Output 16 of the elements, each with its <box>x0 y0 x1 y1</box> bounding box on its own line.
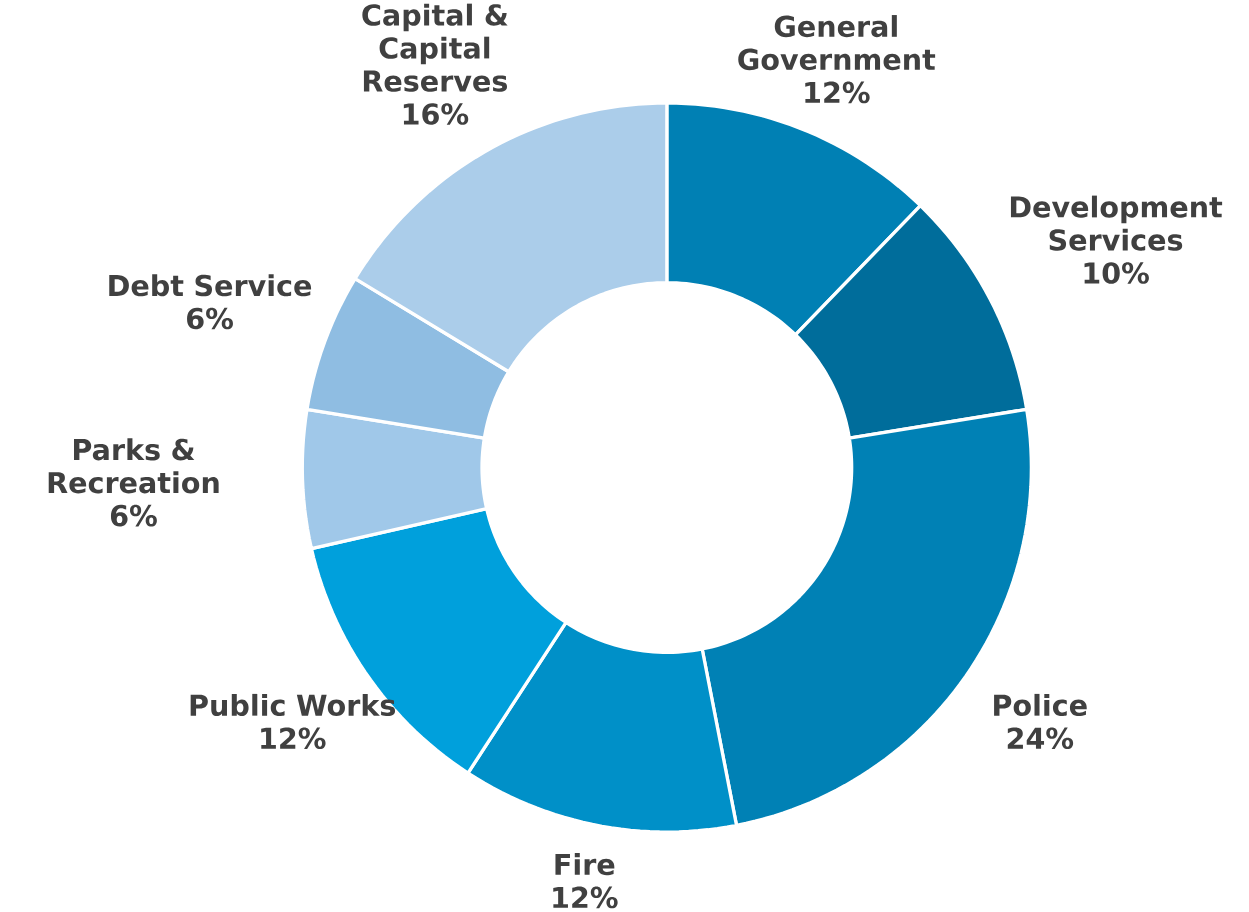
data-label: 12% <box>805 81 870 104</box>
data-label: 12% <box>553 886 618 909</box>
data-label: 16% <box>403 103 469 125</box>
data-label: 12% <box>261 727 326 750</box>
slice-label: Debt Service <box>109 274 312 297</box>
slice-label: Development Services <box>1010 195 1223 251</box>
slice-label: Public Works <box>190 693 396 717</box>
data-label: 6% <box>110 504 157 527</box>
slice-label: General Government <box>738 15 936 71</box>
slice-label: Parks & Recreation <box>48 438 219 494</box>
data-label: 24% <box>1007 727 1074 750</box>
slice-label: Fire <box>555 853 615 876</box>
data-label: 10% <box>1084 262 1149 284</box>
data-label: 6% <box>187 307 233 330</box>
slice-label: Capital & Capital Reserves <box>362 3 508 92</box>
slice-label: Police <box>994 693 1087 717</box>
